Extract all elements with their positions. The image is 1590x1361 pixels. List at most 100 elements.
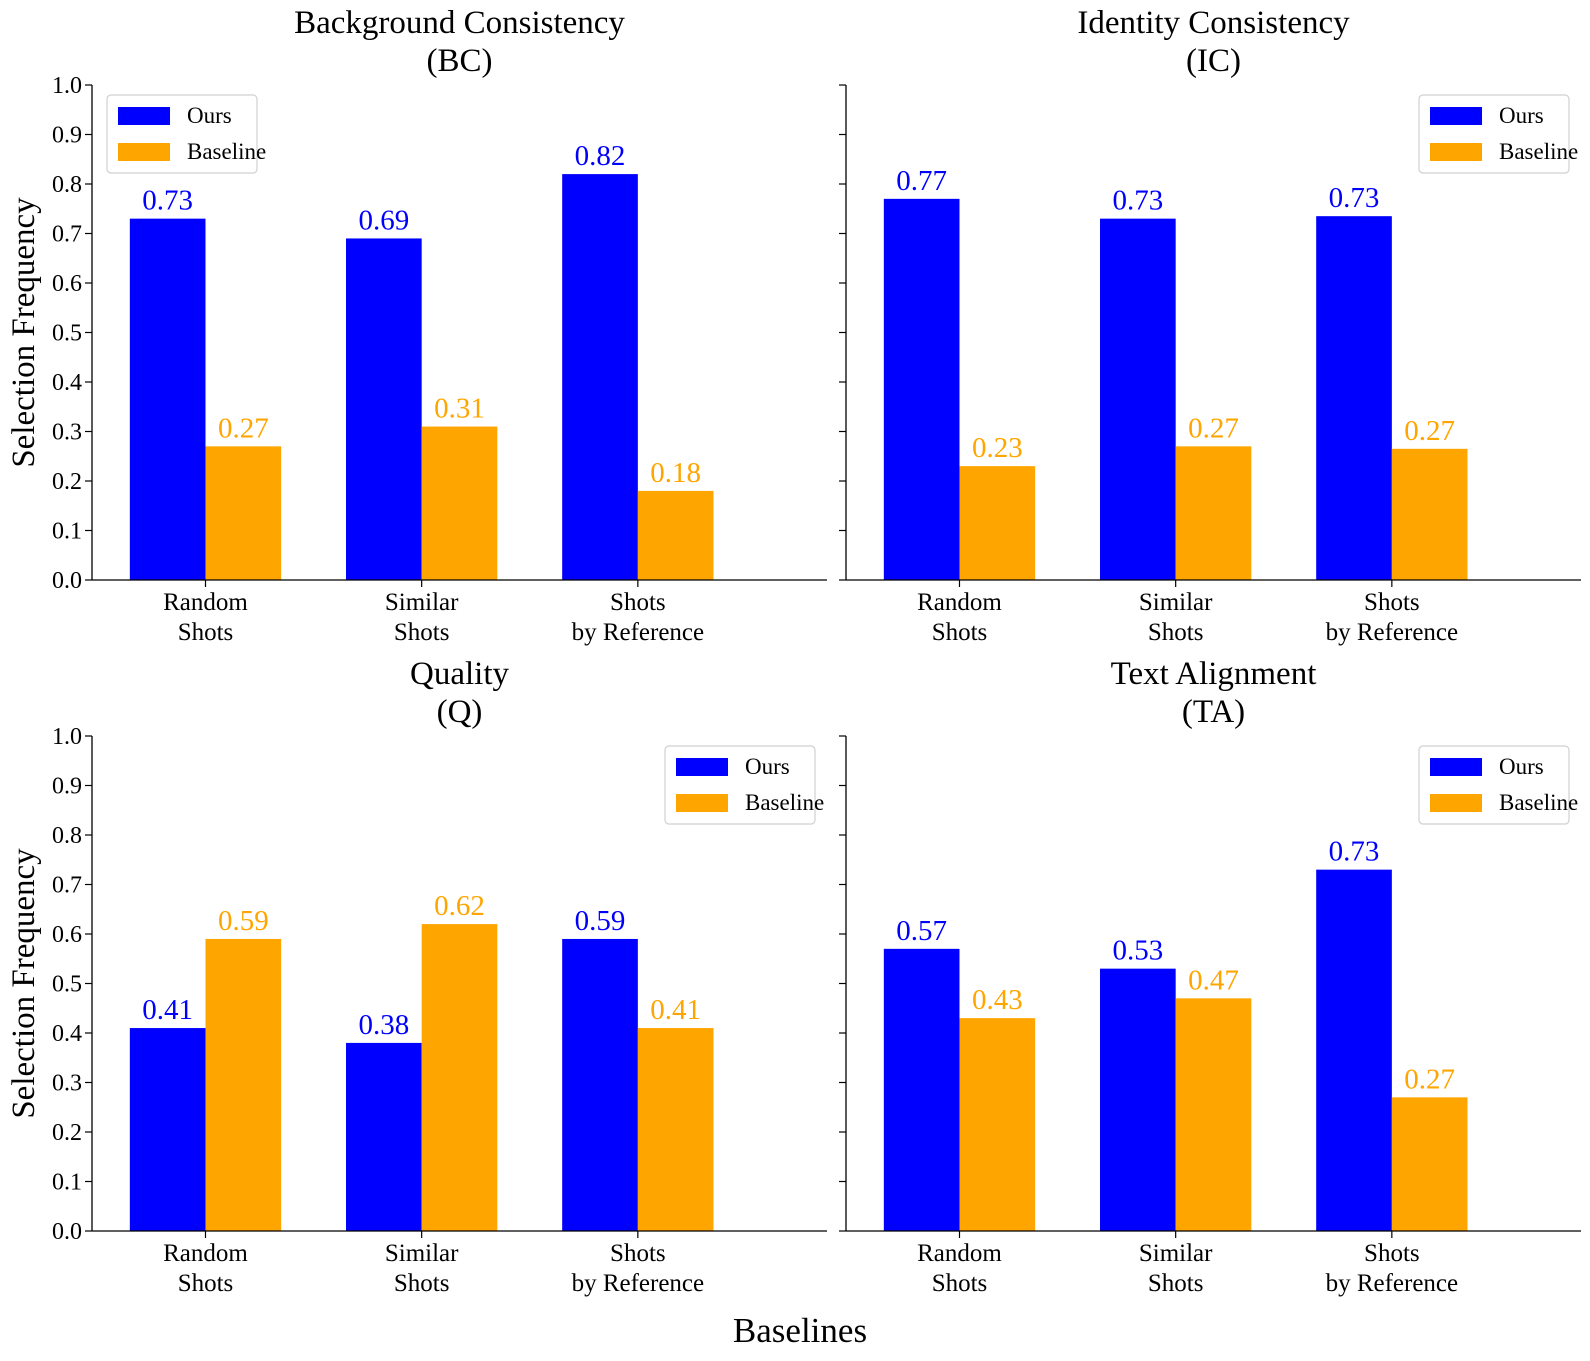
bar-ours-3 <box>1316 216 1392 581</box>
legend-swatch-ours <box>1430 107 1482 125</box>
x-tick-label: Similar Shots <box>1139 1240 1213 1297</box>
bar-baseline-2 <box>421 924 498 1231</box>
y-tick-label: 0.7 <box>52 222 82 248</box>
bar-baseline-1 <box>959 466 1036 580</box>
y-tick-label: 0.9 <box>52 774 82 800</box>
bar-baseline-3 <box>1391 448 1468 580</box>
bar-baseline-1 <box>205 938 282 1231</box>
value-label: 0.73 <box>142 185 193 217</box>
panel-title: Quality (Q) <box>410 656 509 730</box>
panel-3: Quality (Q) 0.41 0.38 0.59 0.59 0.62 0.41 0.0 0.1… <box>6 656 827 1297</box>
panel-4: Text Alignment (TA) 0.57 0.53 0.73 0.43 0.47 0.… <box>839 656 1581 1297</box>
legend-label-baseline: Baseline <box>1499 139 1578 164</box>
value-label: 0.18 <box>650 457 701 489</box>
legend: Ours Baseline <box>1418 745 1578 825</box>
y-tick-label: 0.7 <box>52 873 82 899</box>
panel-2: Identity Consistency (IC) 0.77 0.73 0.73 0.23… <box>839 5 1581 646</box>
value-label: 0.41 <box>650 994 701 1026</box>
bar-baseline-3 <box>637 490 714 580</box>
value-label: 0.27 <box>1404 415 1455 447</box>
bar-ours-3 <box>562 174 638 580</box>
x-tick-label: Random Shots <box>163 589 248 646</box>
value-label: 0.73 <box>1329 836 1380 868</box>
x-tick-label: Random Shots <box>163 1240 248 1297</box>
legend-label-ours: Ours <box>745 754 790 779</box>
y-tick-label: 0.0 <box>52 1219 82 1245</box>
x-tick-label: Shots by Reference <box>572 589 705 646</box>
value-label: 0.27 <box>1188 412 1239 444</box>
y-tick-label: 0.8 <box>52 823 82 849</box>
y-tick-label: 0.5 <box>52 972 82 998</box>
y-tick-label: 0.5 <box>52 321 82 347</box>
bar-ours-2 <box>346 1042 422 1231</box>
value-label: 0.27 <box>218 412 269 444</box>
y-tick-label: 0.1 <box>52 1170 82 1196</box>
x-tick-label: Similar Shots <box>385 589 459 646</box>
value-label: 0.59 <box>575 905 626 937</box>
value-label: 0.69 <box>358 204 409 236</box>
value-label: 0.23 <box>972 432 1023 464</box>
bar-baseline-3 <box>1391 1097 1468 1231</box>
value-label: 0.57 <box>896 915 947 947</box>
x-tick-label: Random Shots <box>917 589 1002 646</box>
legend-swatch-baseline <box>676 794 728 812</box>
bar-ours-1 <box>883 198 960 580</box>
bar-ours-3 <box>562 938 638 1231</box>
bar-baseline-2 <box>1175 446 1252 580</box>
y-tick-label: 0.0 <box>52 568 82 594</box>
bar-baseline-1 <box>959 1018 1036 1231</box>
value-label: 0.47 <box>1188 964 1239 996</box>
panel-title: Identity Consistency (IC) <box>1077 5 1350 79</box>
legend-label-ours: Ours <box>1499 754 1544 779</box>
legend-swatch-baseline <box>118 143 170 161</box>
value-label: 0.73 <box>1112 185 1163 217</box>
y-tick-label: 0.3 <box>52 1071 82 1097</box>
x-tick-label: Shots by Reference <box>572 1240 705 1297</box>
y-tick-label: 0.6 <box>52 922 82 948</box>
panel-title: Background Consistency (BC) <box>294 5 625 79</box>
bar-ours-1 <box>129 1028 206 1231</box>
legend-label-baseline: Baseline <box>745 790 824 815</box>
x-tick-label: Shots by Reference <box>1326 589 1459 646</box>
y-tick-label: 0.4 <box>52 1021 82 1047</box>
y-tick-label: 0.2 <box>52 1120 82 1146</box>
bar-baseline-3 <box>637 1028 714 1231</box>
value-label: 0.41 <box>142 994 193 1026</box>
y-tick-label: 1.0 <box>52 724 82 750</box>
value-label: 0.62 <box>434 890 485 922</box>
x-tick-label: Similar Shots <box>385 1240 459 1297</box>
bar-baseline-2 <box>421 426 498 580</box>
y-axis-label: Selection Frequency <box>6 197 42 468</box>
legend-swatch-ours <box>118 107 170 125</box>
y-tick-label: 0.9 <box>52 123 82 149</box>
value-label: 0.43 <box>972 984 1023 1016</box>
value-label: 0.31 <box>434 393 485 425</box>
panel-1: Background Consistency (BC) 0.73 0.69 0.82 0.… <box>6 5 827 646</box>
value-label: 0.27 <box>1404 1063 1455 1095</box>
y-tick-label: 0.3 <box>52 420 82 446</box>
y-tick-label: 1.0 <box>52 73 82 99</box>
value-label: 0.77 <box>896 165 947 197</box>
value-label: 0.59 <box>218 905 269 937</box>
bar-baseline-2 <box>1175 998 1252 1231</box>
bar-ours-1 <box>129 218 206 580</box>
x-axis-label: Baselines <box>733 1311 867 1350</box>
legend: Ours Baseline <box>1418 94 1578 174</box>
y-tick-label: 0.4 <box>52 370 82 396</box>
value-label: 0.82 <box>575 140 626 172</box>
bar-ours-1 <box>883 948 960 1231</box>
legend: Ours Baseline <box>664 745 824 825</box>
bar-ours-2 <box>346 238 422 580</box>
x-tick-label: Random Shots <box>917 1240 1002 1297</box>
y-tick-label: 0.6 <box>52 271 82 297</box>
panel-title: Text Alignment (TA) <box>1111 656 1317 730</box>
value-label: 0.73 <box>1329 182 1380 214</box>
legend-label-ours: Ours <box>1499 103 1544 128</box>
legend-swatch-baseline <box>1430 143 1482 161</box>
bar-ours-2 <box>1100 968 1176 1231</box>
legend-swatch-ours <box>676 758 728 776</box>
y-tick-label: 0.1 <box>52 519 82 545</box>
value-label: 0.38 <box>358 1009 409 1041</box>
